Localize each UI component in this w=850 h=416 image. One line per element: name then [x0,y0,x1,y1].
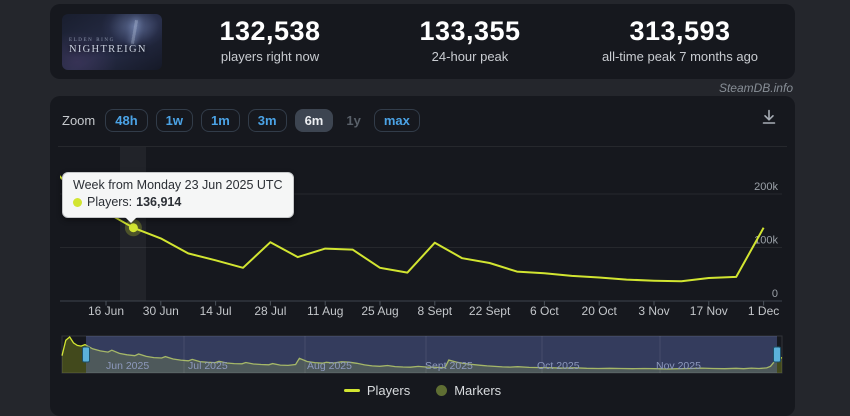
navigator-selected-range[interactable] [86,336,777,373]
y-tick-label: 0 [772,288,778,300]
stat-block: 313,593 all-time peak 7 months ago [602,16,758,64]
x-tick-label: 20 Oct [582,304,618,318]
stat-block: 133,355 24-hour peak [419,16,520,64]
x-tick-label: 1 Dec [748,304,779,318]
x-tick-label: 6 Oct [530,304,559,318]
x-tick-label: 22 Sept [469,304,511,318]
navigator-handle-left[interactable] [82,346,90,363]
zoom-label: Zoom [62,112,96,128]
legend-label: Players [366,383,411,398]
header-panel: ELDEN RING NIGHTREIGN 132,538 players rig… [50,4,795,79]
x-tick-label: 3 Nov [638,304,669,318]
x-tick-label: 11 Aug [307,304,343,318]
banner-title-top: ELDEN RING [69,38,115,43]
chart-legend: Players Markers [50,383,795,398]
navigator-month-label: Jul 2025 [188,360,228,372]
chart-tooltip: Week from Monday 23 Jun 2025 UTC Players… [62,172,294,223]
download-icon[interactable] [757,106,781,130]
tooltip-value-row: Players: 136,914 [73,194,283,211]
zoom-button-max[interactable]: max [373,108,420,132]
markers-swatch-circle [436,385,448,396]
y-tick-label: 200k [754,181,778,193]
x-tick-label: 30 Jun [143,304,179,318]
navigator-outline [61,335,783,374]
stat-value: 313,593 [629,16,731,46]
zoom-button-6m[interactable]: 6m [294,108,334,132]
players-line [60,175,765,283]
tooltip-series-value: 136,914 [136,195,182,209]
stat-label: 24-hour peak [431,49,509,65]
tooltip-series-dot [73,198,82,207]
chart-panel: Zoom 48h 1w 1m 3m 6m 1y max 200k 100k 0 16 Jun 30 … [50,96,795,416]
x-tick-label: 14 Jul [200,304,232,318]
navigator-month-label: Aug 2025 [307,360,352,372]
players-swatch-line [343,389,360,392]
game-banner-image: ELDEN RING NIGHTREIGN [62,14,162,70]
x-tick-label: 8 Sept [417,304,452,318]
zoom-buttons: 48h 1w 1m 3m 6m 1y max [105,108,420,132]
navigator-month-label: Oct 2025 [537,360,580,372]
x-tick-label: 25 Aug [361,304,398,318]
tooltip-series-label: Players: [87,195,133,209]
y-tick-label: 100k [754,235,778,247]
tooltip-title: Week from Monday 23 Jun 2025 UTC [73,178,283,192]
navigator-handle-right[interactable] [773,346,781,363]
zoom-button-48h[interactable]: 48h [105,108,148,132]
stat-value: 133,355 [419,16,521,46]
navigator-line [61,336,783,370]
legend-item-players[interactable]: Players [343,383,411,398]
stat-value: 132,538 [219,16,321,46]
stat-label: players right now [220,49,320,65]
banner-title: ELDEN RING NIGHTREIGN [69,38,147,55]
x-tick-label: 17 Nov [690,304,728,318]
x-tick-label: 16 Jun [88,304,124,318]
zoom-toolbar: Zoom 48h 1w 1m 3m 6m 1y max [62,108,420,132]
legend-label: Markers [454,383,502,398]
banner-title-main: NIGHTREIGN [69,44,147,55]
zoom-button-1m[interactable]: 1m [200,108,240,132]
steamdb-watermark: SteamDB.info [718,81,793,95]
zoom-button-1w[interactable]: 1w [155,108,193,132]
navigator-month-label: Sept 2025 [425,360,473,372]
toolbar-divider [58,146,787,147]
navigator-month-label: Nov 2025 [656,360,701,372]
stat-label: all-time peak 7 months ago [601,49,759,65]
legend-item-markers[interactable]: Markers [436,383,501,398]
hovered-point-marker[interactable] [128,223,138,233]
zoom-button-3m[interactable]: 3m [247,108,287,132]
stat-block: 132,538 players right now [219,16,320,64]
chart-svg: 200k 100k 0 16 Jun 30 Jun 14 Jul 28 Jul 11 Aug 2… [60,175,783,374]
navigator-month-label: Jun 2025 [106,360,149,372]
x-tick-label: 28 Jul [254,304,286,318]
zoom-button-1y: 1y [341,109,365,132]
